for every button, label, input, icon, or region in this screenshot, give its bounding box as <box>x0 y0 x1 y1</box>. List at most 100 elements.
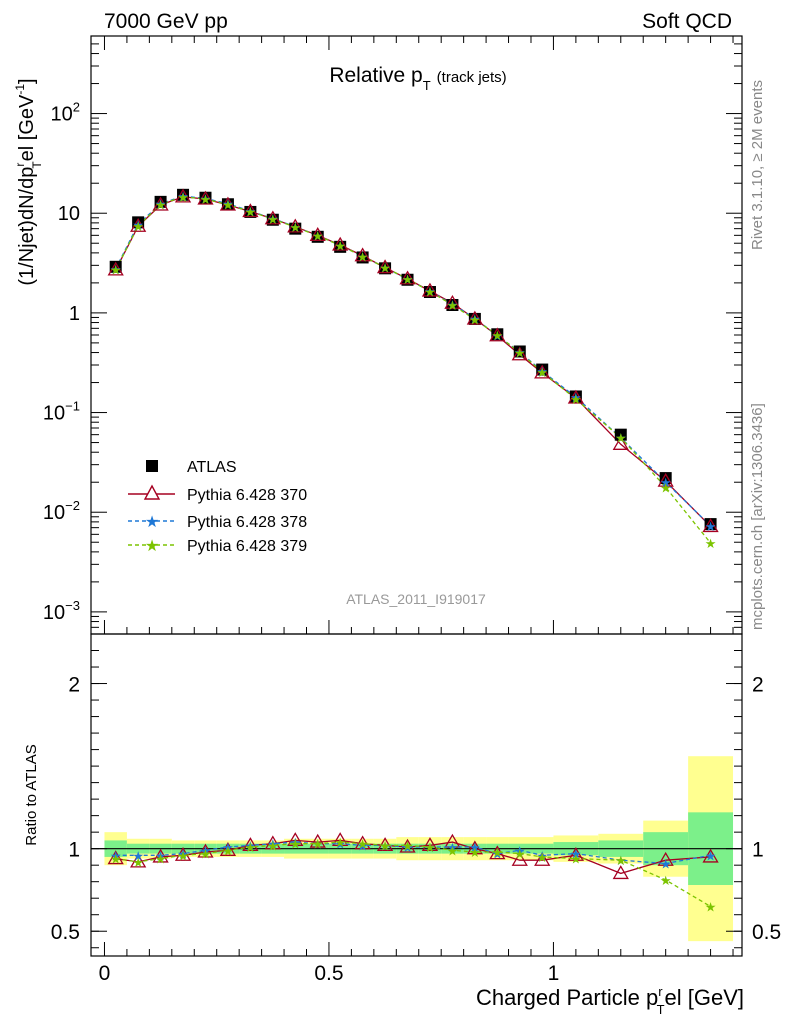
x-tick-label-0: 0 <box>99 962 111 985</box>
ratio-ylabel: Ratio to ATLAS <box>23 744 40 845</box>
main-point-s2-7: ★ <box>267 212 279 227</box>
ratio-point-s2-19: ★ <box>536 848 548 863</box>
main-point-s3-4: ★ <box>200 192 212 207</box>
main-point-s2-22: ★ <box>660 475 672 490</box>
ratio-point-s3-19: ★ <box>536 850 548 865</box>
ratio-series-line-3 <box>115 841 711 908</box>
x-axis-label-sup: r <box>658 984 663 999</box>
main-point-s3-11: ★ <box>357 249 369 264</box>
ratio-point-s3-17: ★ <box>491 845 503 860</box>
ratio-point-s3-7: ★ <box>267 838 279 853</box>
header-left: 7000 GeV pp <box>104 10 228 33</box>
x-axis-label-sub: T <box>657 1002 665 1017</box>
ratio-point-s2-1: ★ <box>132 848 144 863</box>
ratio-ytick-label-2: 2 <box>68 674 80 697</box>
main-ytick-base-1: 10 <box>43 502 65 524</box>
ratio-point-s3-8: ★ <box>289 837 301 852</box>
main-point-atlas-3 <box>177 188 190 201</box>
main-point-s1-6 <box>242 203 259 218</box>
legend-label-atlas: ATLAS <box>187 459 237 476</box>
ratio-point-s2-0: ★ <box>110 848 122 863</box>
main-point-s2-8: ★ <box>289 220 301 235</box>
main-point-s1-12 <box>376 259 394 274</box>
main-ytick-base-3: 1 <box>69 303 80 325</box>
ratio-point-s2-22: ★ <box>660 857 672 872</box>
main-point-s1-18 <box>511 346 528 361</box>
main-point-s3-1: ★ <box>132 219 144 234</box>
side-label-bottom: mcplots.cern.ch [arXiv:1306.3436] <box>749 403 766 630</box>
main-ytick-label-3: 1 <box>69 303 80 325</box>
ratio-point-s1-9 <box>309 833 326 848</box>
ratio-ytick-label-1: 1 <box>68 839 80 862</box>
ratio-point-s1-21 <box>612 865 629 880</box>
main-point-s2-19: ★ <box>536 364 548 379</box>
ratio-point-s3-3: ★ <box>177 848 189 863</box>
ratio-point-s3-13: ★ <box>402 838 414 853</box>
ratio-point-s3-14: ★ <box>424 840 436 855</box>
main-ylabel: (1/Njet)dN/dpr Tel [GeV-1] <box>13 78 44 285</box>
ratio-point-s3-1: ★ <box>132 855 144 870</box>
main-point-s1-10 <box>332 236 349 251</box>
ratio-point-s2-4: ★ <box>200 843 212 858</box>
main-ytick-exp-1: −2 <box>65 498 80 513</box>
ratio-point-s1-8 <box>287 832 304 847</box>
main-point-s2-23: ★ <box>705 519 717 534</box>
ratio-point-s1-7 <box>264 835 281 850</box>
ratio-ytick-label-0: 0.5 <box>51 921 80 944</box>
main-point-s3-5: ★ <box>222 198 234 213</box>
main-point-s2-0: ★ <box>110 262 122 277</box>
ratio-point-s3-4: ★ <box>200 847 212 862</box>
side-label-top: Rivet 3.1.10, ≥ 2M events <box>749 80 766 250</box>
main-point-atlas-18 <box>513 345 526 358</box>
main-point-s2-2: ★ <box>155 197 167 212</box>
ratio-point-s3-11: ★ <box>357 837 369 852</box>
ratio-point-s3-21: ★ <box>615 853 627 868</box>
ratio-plot: ★ ★ ★ ★ ★ ★ ★ ★ ★ ★ ★ ★ ★ ★ ★ ★ ★ ★ ★ ★ ★ ★ ★★★ ★ ★ ★ ★ ★ ★ ★ ★ ★ ★ ★ ★ ★ ★ ★… <box>51 633 781 985</box>
main-point-s3-18: ★ <box>514 346 526 361</box>
main-series-line-1 <box>115 196 712 527</box>
main-ylabel-b: el [GeV <box>16 94 38 161</box>
main-point-s3-20: ★ <box>570 392 582 407</box>
legend-label-379: Pythia 6.428 379 <box>187 538 307 555</box>
main-point-s2-18: ★ <box>514 345 526 360</box>
ratio-point-s3-5: ★ <box>222 843 234 858</box>
ratio-point-s3-20: ★ <box>570 852 582 867</box>
ratio-point-s2-20: ★ <box>570 847 582 862</box>
main-point-s2-3: ★ <box>177 189 189 204</box>
ratio-point-s2-8: ★ <box>289 835 301 850</box>
main-ytick-label-2: 10−1 <box>43 399 80 425</box>
main-ylabel-sub: T <box>30 161 44 169</box>
ratio-point-s2-11: ★ <box>357 838 369 853</box>
main-point-atlas-21 <box>614 428 627 441</box>
main-point-s1-8 <box>287 218 304 233</box>
main-ytick-label-0: 10−3 <box>43 598 80 624</box>
ratio-bands-layer <box>90 633 743 957</box>
main-point-s3-9: ★ <box>312 229 324 244</box>
ratio-point-s1-1 <box>130 853 147 868</box>
ratio-point-s2-13: ★ <box>402 840 414 855</box>
main-point-s3-10: ★ <box>334 238 346 253</box>
main-ytick-exp-5: 2 <box>73 100 80 115</box>
main-point-s3-7: ★ <box>267 212 279 227</box>
main-point-s3-21: ★ <box>615 431 627 446</box>
main-point-s2-10: ★ <box>334 238 346 253</box>
main-point-s1-5 <box>219 196 237 211</box>
main-point-s2-14: ★ <box>424 284 436 299</box>
main-point-s1-22 <box>657 472 674 487</box>
ratio-ytick-label-right-0: 0.5 <box>752 921 781 944</box>
main-plot: ★★★★ ★ ★ ★ ★★★★★★★★★★★★★★★★★★★★ ★ ★ ★ ★ ★★★★★★★★★… <box>43 35 743 635</box>
main-point-s1-0 <box>107 261 124 276</box>
main-point-atlas-2 <box>154 195 167 208</box>
ratio-point-s1-20 <box>567 846 585 861</box>
main-ytick-exp-0: −3 <box>65 598 80 613</box>
main-point-s1-20 <box>567 389 585 404</box>
main-series-line-2 <box>115 195 712 527</box>
main-data-layer: ★★★★ ★ ★ ★ ★★★★★★★★★★★★★★★★★★★★ ★ ★ ★ ★ ★★★★★★★★★… <box>107 188 719 551</box>
main-ytick-label-5: 102 <box>51 100 80 126</box>
main-ytick-label-4: 10 <box>58 203 80 225</box>
main-point-s1-15 <box>444 294 461 309</box>
x-tick-label-2: 1 <box>548 962 560 985</box>
ratio-point-s1-6 <box>242 837 259 852</box>
main-point-s2-1: ★ <box>132 217 144 232</box>
ratio-data-layer: ★ ★ ★ ★ ★ ★ ★ ★ ★ ★ ★ ★ ★ ★ ★ ★ ★ ★ ★ ★ ★ ★ ★★★ ★ ★ ★ ★ ★ ★ ★ ★ ★ ★ ★ ★ ★ ★ ★… <box>107 832 719 914</box>
